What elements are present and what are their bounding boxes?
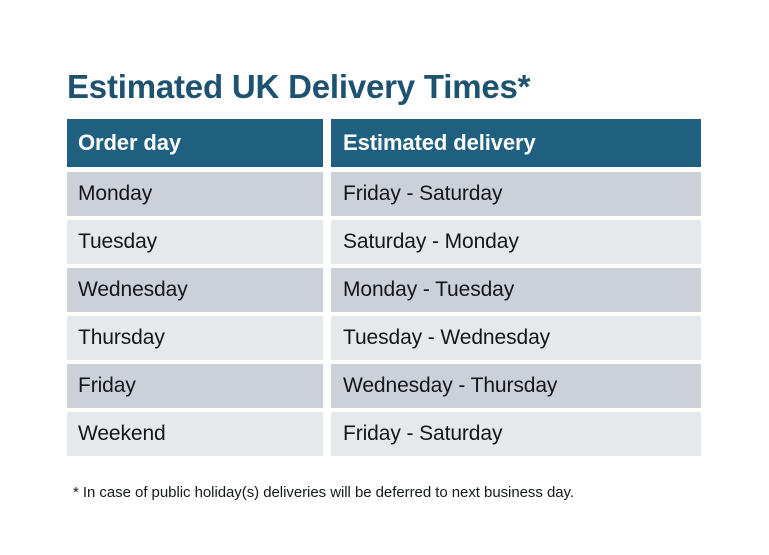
table-row: Friday Wednesday - Thursday bbox=[67, 364, 701, 408]
cell-order-day: Thursday bbox=[67, 316, 323, 360]
page-title: Estimated UK Delivery Times* bbox=[67, 68, 531, 106]
table-row: Thursday Tuesday - Wednesday bbox=[67, 316, 701, 360]
table-row: Wednesday Monday - Tuesday bbox=[67, 268, 701, 312]
cell-order-day: Tuesday bbox=[67, 220, 323, 264]
footnote-text: * In case of public holiday(s) deliverie… bbox=[73, 484, 574, 501]
column-header-order-day: Order day bbox=[67, 119, 323, 167]
cell-estimated-delivery: Friday - Saturday bbox=[331, 172, 701, 216]
table-row: Monday Friday - Saturday bbox=[67, 172, 701, 216]
cell-order-day: Monday bbox=[67, 172, 323, 216]
cell-order-day: Wednesday bbox=[67, 268, 323, 312]
cell-order-day: Weekend bbox=[67, 412, 323, 456]
table-row: Weekend Friday - Saturday bbox=[67, 412, 701, 456]
cell-estimated-delivery: Tuesday - Wednesday bbox=[331, 316, 701, 360]
table-row: Tuesday Saturday - Monday bbox=[67, 220, 701, 264]
cell-estimated-delivery: Friday - Saturday bbox=[331, 412, 701, 456]
cell-estimated-delivery: Monday - Tuesday bbox=[331, 268, 701, 312]
delivery-times-table: Order day Estimated delivery Monday Frid… bbox=[67, 119, 701, 460]
cell-order-day: Friday bbox=[67, 364, 323, 408]
cell-estimated-delivery: Saturday - Monday bbox=[331, 220, 701, 264]
cell-estimated-delivery: Wednesday - Thursday bbox=[331, 364, 701, 408]
table-header-row: Order day Estimated delivery bbox=[67, 119, 701, 167]
column-header-estimated-delivery: Estimated delivery bbox=[331, 119, 701, 167]
